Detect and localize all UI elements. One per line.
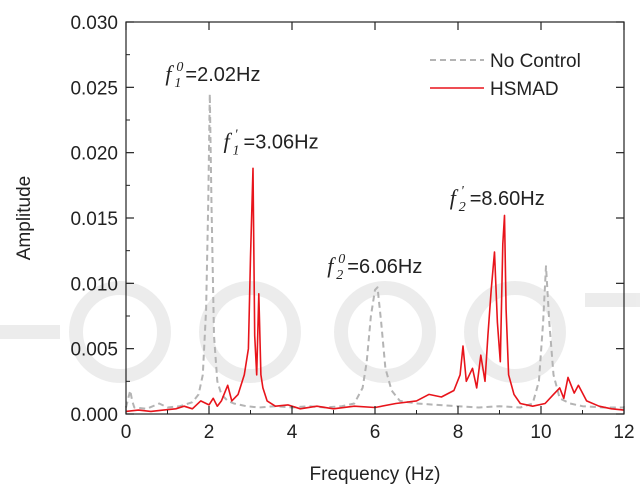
annotation-subscript: 1 — [174, 76, 181, 91]
annotation-symbol: f — [327, 253, 336, 278]
x-tick-label: 0 — [121, 422, 132, 443]
x-tick-label: 10 — [530, 422, 551, 443]
legend-label-0: No Control — [490, 51, 581, 72]
y-tick-label: 0.000 — [70, 405, 118, 426]
y-tick-label: 0.030 — [70, 13, 118, 34]
annotation-value: =6.06Hz — [347, 256, 422, 278]
series-line-0 — [125, 92, 624, 410]
peak-annotation: f 2' =8.60Hz — [450, 184, 545, 215]
annotation-symbol: f — [450, 185, 459, 210]
annotation-superscript: 0 — [338, 252, 345, 267]
series-line-1 — [125, 167, 625, 413]
axis-ticks: 0 2 4 6 8 10 120.0000.0050.0100.0150.0200.0250… — [70, 13, 634, 443]
annotation-superscript: ' — [461, 184, 465, 199]
y-tick-label: 0.020 — [70, 144, 118, 165]
x-tick-label: 2 — [204, 422, 215, 443]
annotation-value: =2.02Hz — [185, 64, 260, 86]
y-tick-label: 0.010 — [70, 274, 118, 295]
legend-label-1: HSMAD — [490, 79, 559, 100]
peak-annotation: f 20 =6.06Hz — [327, 252, 422, 283]
legend: No Control HSMAD — [430, 51, 581, 100]
annotation-superscript: 0 — [176, 60, 183, 75]
y-axis-title: Amplitude — [14, 176, 35, 261]
x-tick-label: 6 — [370, 422, 381, 443]
x-tick-label: 8 — [453, 422, 464, 443]
annotation-value: =3.06Hz — [244, 132, 319, 154]
series-layer — [125, 92, 625, 413]
annotation-subscript: 2 — [336, 268, 343, 283]
annotation-superscript: ' — [235, 128, 239, 143]
annotation-value: =8.60Hz — [470, 188, 545, 210]
annotation-symbol: f — [224, 129, 233, 154]
y-tick-label: 0.025 — [70, 78, 118, 99]
x-tick-label: 4 — [287, 422, 298, 443]
x-axis-title: Frequency (Hz) — [310, 464, 441, 485]
annotation-subscript: 2 — [459, 200, 466, 215]
y-tick-label: 0.005 — [70, 340, 118, 361]
annotation-subscript: 1 — [233, 144, 240, 159]
peak-annotation: f 1' =3.06Hz — [224, 128, 319, 159]
x-tick-label: 12 — [613, 422, 634, 443]
annotation-symbol: f — [165, 61, 174, 86]
y-tick-label: 0.015 — [70, 209, 118, 230]
peak-annotation: f 10 =2.02Hz — [165, 60, 260, 91]
